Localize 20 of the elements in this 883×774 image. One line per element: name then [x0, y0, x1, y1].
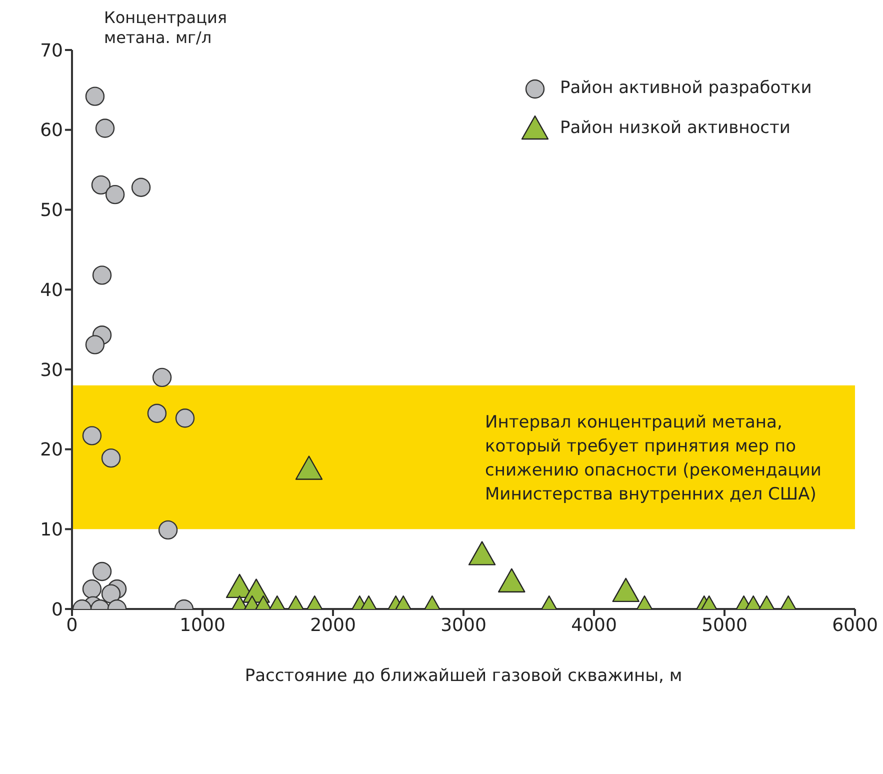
- y-axis-title: Концентрация метана. мг/л: [104, 8, 227, 48]
- x-tick-label: 6000: [832, 614, 878, 636]
- x-tick-label: 3000: [440, 614, 486, 636]
- y-tick-label: 30: [40, 360, 63, 381]
- y-tick-label: 50: [40, 200, 63, 222]
- x-axis-title: Расстояние до ближайшей газовой скважины, м: [244, 666, 682, 686]
- y-tick-label: 40: [40, 280, 63, 301]
- y-tick-label: 70: [40, 40, 63, 62]
- x-tick-label: 0: [66, 614, 78, 636]
- legend-label: Район низкой активности: [560, 118, 790, 138]
- y-tick-label: 10: [40, 520, 63, 541]
- x-tick-label: 5000: [702, 614, 748, 636]
- x-tick-label: 4000: [571, 614, 617, 636]
- y-tick-label: 20: [40, 440, 63, 461]
- x-tick-label: 1000: [180, 614, 226, 636]
- y-tick-label: 0: [52, 599, 63, 620]
- band-label: Интервал концентраций метана, который требует принятия мер по снижению опасности (рекомендации Министерства внутренних дел США): [485, 412, 822, 504]
- y-tick-label: 60: [40, 120, 63, 142]
- x-tick-label: 2000: [310, 614, 356, 636]
- legend-label: Район активной разработки: [560, 78, 812, 98]
